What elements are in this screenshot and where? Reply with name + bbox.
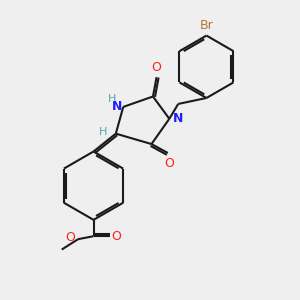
Text: O: O: [111, 230, 121, 243]
Text: O: O: [164, 157, 174, 169]
Text: O: O: [65, 231, 75, 244]
Text: Br: Br: [200, 19, 213, 32]
Text: N: N: [173, 112, 183, 125]
Text: H: H: [108, 94, 117, 104]
Text: H: H: [98, 127, 107, 137]
Text: O: O: [152, 61, 161, 74]
Text: N: N: [111, 100, 122, 112]
